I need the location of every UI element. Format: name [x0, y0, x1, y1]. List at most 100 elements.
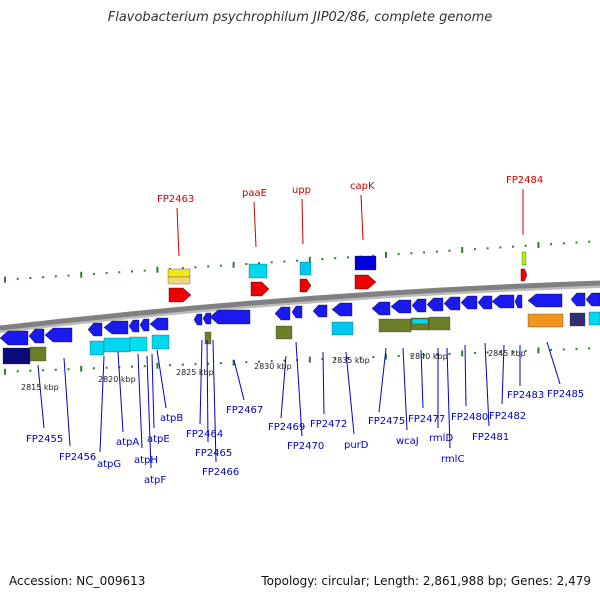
- ruler-label: 2830 kbp: [254, 362, 292, 371]
- ruler-label: 2840 kbp: [410, 352, 448, 361]
- genome-stats-text: Topology: circular; Length: 2,861,988 bp…: [261, 574, 591, 588]
- gene-label-plus[interactable]: upp: [292, 185, 311, 196]
- gene-arrow-minus: [274, 306, 291, 321]
- leader-line: [402, 347, 408, 431]
- leader-line: [99, 355, 105, 453]
- gene-arrow-minus: [209, 309, 251, 325]
- gene-arrow-minus: [312, 304, 328, 318]
- gene-arrow-plus: [299, 278, 312, 293]
- gene-features: [0, 251, 600, 365]
- gene-label-minus[interactable]: rmlD: [429, 433, 453, 444]
- gene-label-minus[interactable]: FP2483: [507, 390, 544, 401]
- gene-arrow-minus: [570, 292, 586, 307]
- leader-line: [137, 353, 143, 449]
- gene-label-minus[interactable]: FP2485: [547, 389, 584, 400]
- leader-line: [253, 201, 257, 248]
- gene-arrow-minus: [491, 294, 515, 309]
- leader-line: [146, 355, 152, 469]
- gene-box-green: [521, 251, 527, 266]
- gene-arrow-plus: [250, 281, 270, 297]
- gene-arrow-minus: [44, 327, 73, 343]
- leader-line: [117, 351, 124, 433]
- leader-line: [233, 359, 245, 401]
- gene-box-blue: [354, 255, 377, 271]
- gene-label-minus[interactable]: FP2455: [26, 434, 63, 445]
- backbone-shadow: [0, 284, 600, 333]
- gene-label-minus[interactable]: atpG: [97, 459, 121, 470]
- gene-label-minus[interactable]: FP2470: [287, 441, 324, 452]
- leader-line: [484, 342, 490, 427]
- gene-label-minus[interactable]: atpB: [160, 413, 183, 424]
- ruler-label: 2815 kbp: [21, 383, 59, 392]
- gene-arrow-minus: [460, 295, 478, 310]
- gene-box-cyan: [299, 261, 312, 276]
- leader-line: [301, 198, 304, 245]
- leader-line: [63, 357, 71, 447]
- gene-label-plus[interactable]: FP2463: [157, 194, 194, 205]
- gene-label-minus[interactable]: atpA: [116, 437, 139, 448]
- gene-label-minus[interactable]: FP2456: [59, 452, 96, 463]
- gene-label-minus[interactable]: atpE: [147, 434, 170, 445]
- gene-box-purple: [569, 312, 586, 327]
- gene-label-minus[interactable]: atpH: [134, 455, 158, 466]
- gene-arrow-minus: [527, 293, 563, 308]
- gene-label-minus[interactable]: FP2481: [472, 432, 509, 443]
- leader-line: [37, 364, 45, 429]
- gene-box-olive: [275, 325, 293, 340]
- gene-arrow-minus: [87, 322, 103, 337]
- genome-backbone: [0, 280, 600, 331]
- gene-arrow-minus: [331, 302, 353, 317]
- gene-label-plus[interactable]: capK: [350, 181, 375, 192]
- leader-line: [420, 349, 424, 409]
- gene-arrow-minus: [149, 317, 169, 331]
- leader-line: [151, 353, 155, 429]
- gene-arrow-minus: [443, 296, 461, 311]
- leader-line: [378, 347, 387, 413]
- gene-box-orange: [527, 313, 564, 328]
- leader-line: [345, 351, 355, 435]
- gene-label-minus[interactable]: FP2467: [226, 405, 263, 416]
- ruler-label: 2820 kbp: [98, 375, 136, 384]
- gene-label-plus[interactable]: paaE: [242, 188, 267, 199]
- gene-label-minus[interactable]: FP2466: [202, 467, 239, 478]
- gene-arrow-minus: [371, 301, 391, 316]
- gene-box-navy: [2, 347, 31, 365]
- gene-label-minus[interactable]: FP2472: [310, 419, 347, 430]
- gene-box-cyan: [331, 321, 354, 336]
- gene-label-minus[interactable]: FP2482: [489, 411, 526, 422]
- gene-arrow-minus: [390, 299, 412, 314]
- leader-line: [464, 344, 467, 407]
- gene-box-cyan: [588, 311, 600, 326]
- gene-label-minus[interactable]: rmlC: [441, 454, 464, 465]
- gene-box-olive: [29, 346, 47, 362]
- gene-arrow-minus: [193, 313, 203, 326]
- gene-box-olive: [428, 316, 451, 331]
- gene-arrow-minus: [139, 318, 150, 332]
- gene-label-minus[interactable]: FP2464: [186, 429, 223, 440]
- gene-arrow-minus: [477, 295, 493, 310]
- gene-label-minus[interactable]: FP2480: [451, 412, 488, 423]
- gene-label-plus[interactable]: FP2484: [506, 175, 543, 186]
- gene-label-minus[interactable]: atpF: [144, 475, 166, 486]
- gene-arrow-plus: [168, 287, 192, 303]
- leader-line: [206, 339, 209, 443]
- gene-box-cyan: [151, 334, 170, 350]
- gene-label-minus[interactable]: FP2465: [195, 448, 232, 459]
- gene-label-minus[interactable]: FP2477: [408, 414, 445, 425]
- leader-line: [546, 341, 561, 385]
- leader-line: [212, 339, 217, 463]
- gene-box-cyan: [129, 336, 148, 352]
- gene-label-minus[interactable]: FP2469: [268, 422, 305, 433]
- gene-label-minus[interactable]: purD: [344, 440, 369, 451]
- gene-arrow-minus: [0, 330, 29, 346]
- ruler-label: 2835 kbp: [332, 356, 370, 365]
- leader-line: [501, 344, 505, 405]
- gene-label-minus[interactable]: FP2475: [368, 416, 405, 427]
- gene-arrow-minus: [128, 319, 140, 333]
- gene-box-cyan: [89, 340, 105, 356]
- gene-label-minus[interactable]: wcaJ: [396, 436, 419, 447]
- ruler-label: 2845 kbp: [488, 349, 526, 358]
- ruler-label: 2825 kbp: [176, 368, 214, 377]
- gene-box-yellow: [167, 268, 191, 278]
